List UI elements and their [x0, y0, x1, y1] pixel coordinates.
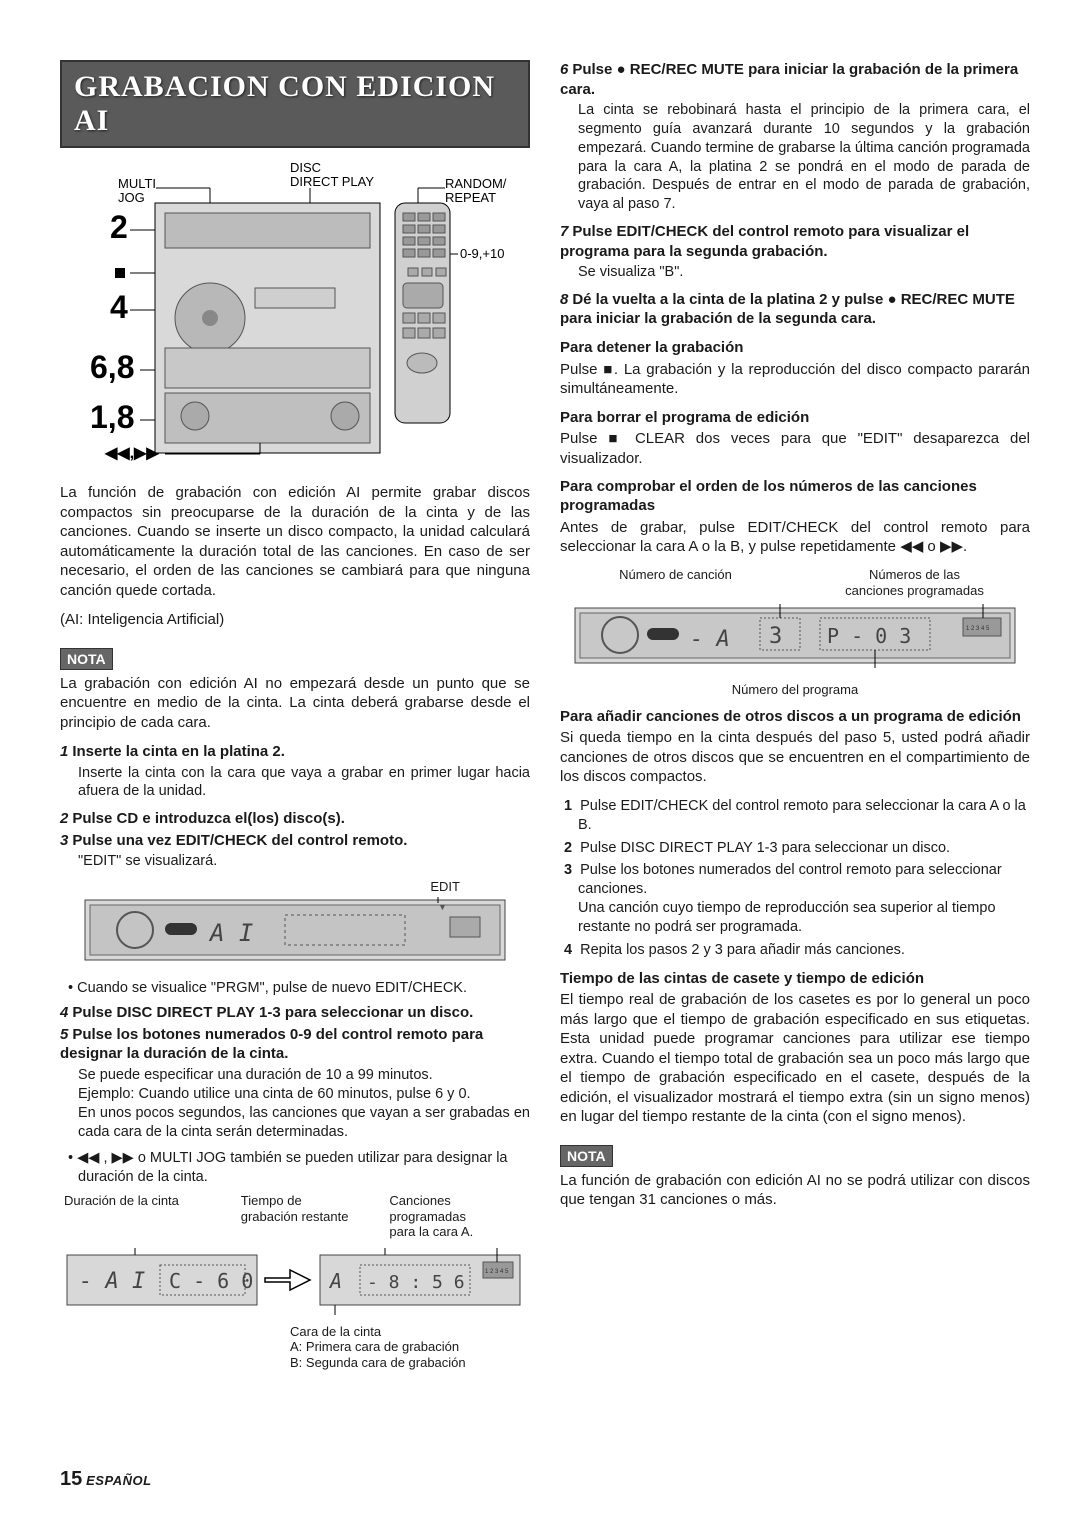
time-body: El tiempo real de grabación de los caset…: [560, 990, 1030, 1127]
step1-body: Inserte la cinta con la cara que vaya a …: [78, 764, 530, 802]
svg-text:- A I: - A I: [79, 1269, 145, 1294]
add-1: 1 Pulse EDIT/CHECK del control remoto pa…: [578, 797, 1030, 835]
svg-text:P - 0 3: P - 0 3: [827, 624, 911, 648]
check-display: Número de canción Números de las cancion…: [560, 567, 1030, 698]
step7-head: 7Pulse EDIT/CHECK del control remoto par…: [560, 222, 1030, 261]
add-head: Para añadir canciones de otros discos a …: [560, 708, 1030, 727]
step3-bullet: Cuando se visualice "PRGM", pulse de nue…: [78, 979, 530, 998]
nota2-text: La función de grabación con edición AI n…: [560, 1171, 1030, 1210]
svg-text:C - 6 0: C - 6 0: [169, 1269, 253, 1293]
page-footer: 15 ESPAÑOL: [60, 1468, 152, 1491]
step5-display: Duración de la cinta Tiempo de grabación…: [60, 1193, 530, 1371]
step5-body: Se puede especificar una duración de 10 …: [78, 1066, 530, 1141]
step8-head: 8Dé la vuelta a la cinta de la platina 2…: [560, 290, 1030, 329]
callout-18: 1,8: [90, 399, 134, 435]
step2-head: 2Pulse CD e introduzca el(los) disco(s).: [60, 809, 530, 829]
check-head: Para comprobar el orden de los números d…: [560, 478, 1030, 516]
nota1-text: La grabación con edición AI no empezará …: [60, 674, 530, 733]
lbl-disc: DISC: [290, 160, 321, 175]
step7-body: Se visualiza "B".: [578, 263, 1030, 282]
svg-text:- 8 : 5 6: - 8 : 5 6: [367, 1272, 465, 1293]
intro-sub: (AI: Inteligencia Artificial): [60, 610, 530, 630]
stop-head: Para detener la grabación: [560, 339, 1030, 358]
lbl-directplay: DIRECT PLAY: [290, 174, 374, 189]
step3-display: EDIT A I ▼: [60, 879, 530, 969]
time-head: Tiempo de las cintas de casete y tiempo …: [560, 970, 1030, 989]
check-body: Antes de grabar, pulse EDIT/CHECK del co…: [560, 518, 1030, 557]
nota2-label: NOTA: [560, 1145, 613, 1167]
bottom-symbols: ◀◀,▶▶: [104, 445, 159, 462]
svg-text:- A: - A: [690, 627, 730, 652]
intro-text: La función de grabación con edición AI p…: [60, 483, 530, 600]
svg-text:1 2 3 4 5: 1 2 3 4 5: [485, 1269, 509, 1275]
svg-text:1 2 3 4 5: 1 2 3 4 5: [966, 626, 990, 632]
add-3: 3 Pulse los botones numerados del contro…: [578, 861, 1030, 936]
svg-text:A: A: [328, 1269, 342, 1293]
callout-2: 2: [110, 209, 128, 245]
lbl-zero-nine: 0-9,+10: [460, 246, 504, 261]
step3-head: 3Pulse una vez EDIT/CHECK del control re…: [60, 831, 530, 851]
step1-head: 1Inserte la cinta en la platina 2.: [60, 742, 530, 762]
svg-text:3: 3: [769, 624, 782, 649]
lbl-repeat: REPEAT: [445, 190, 496, 205]
lbl-random: RANDOM/: [445, 176, 507, 191]
add-body: Si queda tiempo en la cinta después del …: [560, 728, 1030, 787]
nota1-label: NOTA: [60, 648, 113, 670]
add-2: 2 Pulse DISC DIRECT PLAY 1-3 para selecc…: [578, 839, 1030, 858]
step6-body: La cinta se rebobinará hasta el principi…: [578, 101, 1030, 214]
svg-text:▼: ▼: [438, 902, 447, 912]
step5-bullet: ◀◀ , ▶▶ o MULTI JOG también se pueden ut…: [78, 1149, 530, 1187]
section-banner: GRABACION CON EDICION AI: [60, 60, 530, 148]
step6-head: 6Pulse ● REC/REC MUTE para iniciar la gr…: [560, 60, 1030, 99]
add-4: 4 Repita los pasos 2 y 3 para añadir más…: [578, 941, 1030, 960]
step4-head: 4Pulse DISC DIRECT PLAY 1-3 para selecci…: [60, 1003, 530, 1023]
step3-body: "EDIT" se visualizará.: [78, 852, 530, 871]
lbl-multi: MULTI: [118, 176, 156, 191]
stop-body: Pulse ■. La grabación y la reproducción …: [560, 360, 1030, 399]
callout-68: 6,8: [90, 349, 134, 385]
svg-text:A I: A I: [208, 919, 253, 947]
lbl-jog: JOG: [118, 190, 145, 205]
erase-body: Pulse ■ CLEAR dos veces para que "EDIT" …: [560, 429, 1030, 468]
hero-diagram: DISC DIRECT PLAY MULTI JOG RANDOM/ REPEA…: [60, 158, 530, 468]
erase-head: Para borrar el programa de edición: [560, 409, 1030, 428]
callout-4: 4: [110, 289, 128, 325]
step5-head: 5Pulse los botones numerados 0-9 del con…: [60, 1025, 530, 1064]
